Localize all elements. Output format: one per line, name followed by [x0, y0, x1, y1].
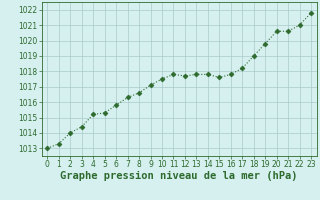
X-axis label: Graphe pression niveau de la mer (hPa): Graphe pression niveau de la mer (hPa): [60, 171, 298, 181]
